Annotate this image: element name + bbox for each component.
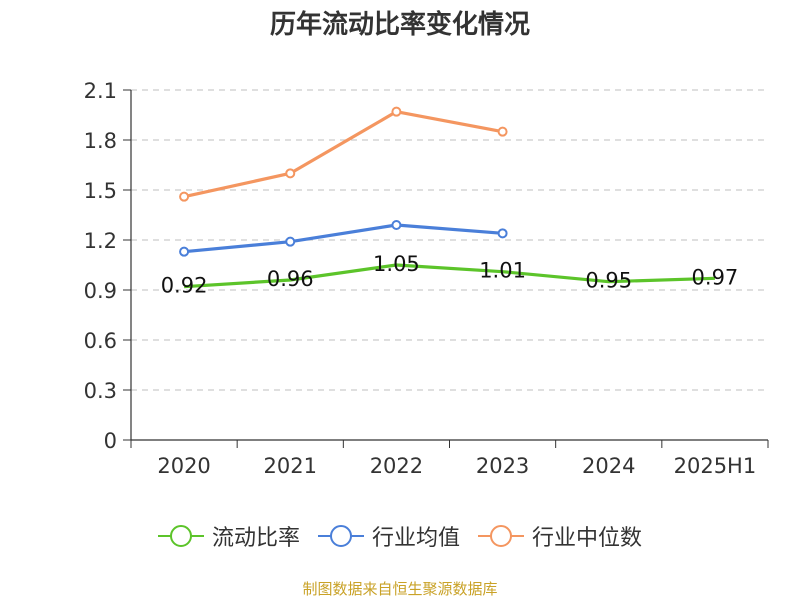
series-line xyxy=(183,110,503,199)
data-label: 0.97 xyxy=(692,265,739,289)
data-point xyxy=(285,168,296,179)
y-tick-label: 0.6 xyxy=(84,329,117,353)
x-tick-label: 2024 xyxy=(582,454,635,478)
y-tick-label: 1.5 xyxy=(84,179,117,203)
y-tick-label: 0.3 xyxy=(84,379,117,403)
chart-title: 历年流动比率变化情况 xyxy=(269,10,530,40)
data-label: 1.01 xyxy=(479,259,526,283)
data-point xyxy=(391,220,402,230)
data-label: 0.92 xyxy=(161,274,208,298)
data-point xyxy=(179,246,190,257)
x-tick-label: 2023 xyxy=(476,454,529,478)
data-label: 0.95 xyxy=(585,269,632,293)
legend-label: 行业均值 xyxy=(371,526,460,551)
data-point xyxy=(391,106,402,117)
x-tick-label: 2025H1 xyxy=(674,454,757,478)
legend-label: 行业中位数 xyxy=(532,526,643,551)
legend-label: 流动比率 xyxy=(211,526,300,551)
y-tick-label: 0 xyxy=(104,429,117,453)
series-line xyxy=(183,223,503,254)
series-line xyxy=(183,263,715,289)
data-point xyxy=(179,191,190,202)
y-tick-label: 1.8 xyxy=(84,129,117,153)
data-source-note: 制图数据来自恒生聚源数据库 xyxy=(302,580,498,598)
x-tick-label: 2020 xyxy=(157,454,210,478)
legend-marker-icon xyxy=(317,524,364,548)
data-label: 0.96 xyxy=(267,267,314,291)
data-label: 1.05 xyxy=(373,252,420,276)
legend-marker-icon xyxy=(478,524,524,548)
legend-marker-icon xyxy=(157,524,204,548)
legend-item-current-ratio[interactable]: 流动比率 xyxy=(157,520,300,552)
y-tick-label: 0.9 xyxy=(84,279,117,303)
x-tick-label: 2021 xyxy=(264,454,317,478)
data-point xyxy=(497,228,508,239)
data-point xyxy=(497,126,508,137)
y-tick-label: 1.2 xyxy=(84,229,117,253)
y-tick-label: 2.1 xyxy=(84,79,117,103)
data-point xyxy=(285,236,296,247)
legend-item-industry-median[interactable]: 行业中位数 xyxy=(478,520,642,552)
legend-item-industry-mean[interactable]: 行业均值 xyxy=(317,520,460,552)
x-tick-label: 2022 xyxy=(370,454,423,478)
legend: 流动比率 行业均值 行业中位数 xyxy=(0,520,800,552)
